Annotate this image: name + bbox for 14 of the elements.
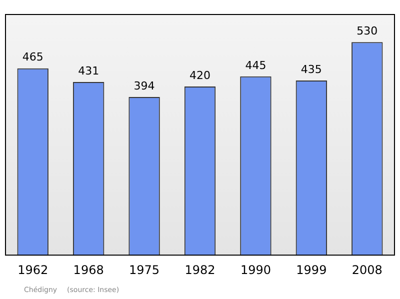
data-label: 420	[190, 68, 210, 82]
data-label: 530	[356, 24, 378, 38]
data-label: 394	[134, 79, 155, 92]
x-tick-label: 1962	[18, 262, 48, 277]
x-tick-label: 1968	[73, 262, 104, 277]
data-label: 445	[245, 58, 266, 72]
x-tick-label: 1982	[184, 262, 216, 277]
data-label: 431	[78, 64, 100, 78]
x-tick-label: 2008	[352, 262, 382, 277]
x-tick-label: 1990	[240, 262, 271, 277]
data-label: 435	[300, 62, 322, 76]
x-tick-label: 1999	[296, 262, 327, 277]
data-label: 465	[22, 50, 44, 64]
x-tick-label: 1975	[129, 262, 160, 277]
